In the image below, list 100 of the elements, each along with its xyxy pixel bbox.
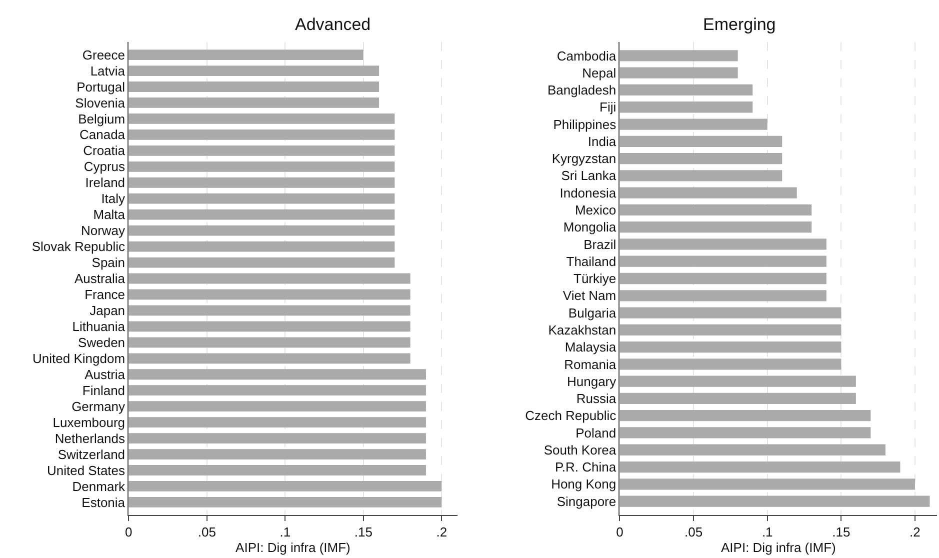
bar (128, 82, 380, 92)
bar (128, 497, 442, 508)
y-tick-label: Bulgaria (568, 305, 617, 320)
bar (620, 307, 842, 318)
bar (620, 290, 826, 302)
bar (620, 341, 842, 353)
y-tick-label: Croatia (83, 143, 126, 158)
bar (128, 114, 395, 124)
y-tick-label: Portugal (76, 79, 126, 94)
bar (128, 177, 395, 188)
chart-title: Advanced (295, 15, 371, 34)
bar (620, 84, 753, 96)
bar (620, 427, 871, 438)
bar (620, 478, 915, 490)
bar (128, 209, 395, 220)
bar (128, 273, 410, 284)
bar (620, 222, 812, 233)
x-tick-label: 0 (616, 524, 624, 540)
y-tick-label: Lithuania (72, 318, 126, 334)
y-tick-label: France (84, 287, 126, 302)
bar (128, 257, 395, 268)
y-tick-label: Singapore (556, 494, 616, 509)
y-tick-label: Latvia (90, 63, 126, 78)
y-tick-label: Czech Republic (525, 408, 617, 424)
y-tick-label: India (588, 134, 617, 149)
x-tick-label: 0 (125, 524, 132, 540)
bar (620, 461, 900, 473)
bar (128, 449, 426, 460)
y-tick-label: Mongolia (563, 220, 617, 235)
x-tick-label: .1 (762, 524, 773, 540)
y-tick-label: Cambodia (556, 48, 617, 64)
y-tick-label: Russia (576, 391, 617, 406)
y-tick-label: Finland (82, 382, 126, 398)
y-tick-label: Luxembourg (52, 414, 126, 430)
bar (620, 152, 782, 164)
y-tick-label: Sweden (78, 334, 126, 350)
bar (128, 66, 380, 76)
bar (620, 170, 782, 182)
bar (128, 433, 426, 444)
bar (620, 50, 738, 62)
x-tick-label: .05 (684, 524, 703, 540)
bar (128, 401, 426, 412)
y-tick-label: Hong Kong (551, 476, 616, 492)
bar (128, 241, 395, 252)
bar (128, 225, 395, 236)
bar (620, 118, 768, 130)
bar (620, 102, 753, 113)
y-tick-label: Mexico (574, 202, 616, 218)
bar (128, 161, 395, 172)
bar (620, 272, 826, 284)
bar (128, 417, 426, 428)
bar (128, 289, 410, 300)
y-tick-label: Switzerland (58, 446, 126, 462)
y-tick-label: Bangladesh (547, 82, 616, 98)
x-axis-title: AIPI: Dig infra (IMF) (721, 540, 836, 556)
bar (620, 67, 738, 78)
bar (620, 444, 886, 456)
bar (620, 410, 871, 422)
bar (620, 392, 856, 404)
y-tick-label: Indonesia (560, 185, 617, 200)
bar (128, 145, 395, 156)
bar (620, 358, 842, 370)
y-tick-label: Australia (74, 271, 126, 286)
y-tick-label: Thailand (566, 254, 616, 269)
y-tick-label: Malta (93, 207, 126, 222)
bar (128, 353, 410, 364)
x-tick-label: .05 (198, 524, 216, 540)
y-tick-label: Norway (80, 223, 126, 238)
bar (128, 50, 364, 60)
y-tick-label: Estonia (82, 494, 126, 510)
y-tick-label: United Kingdom (32, 350, 126, 366)
y-tick-label: Kyrgyzstan (552, 151, 616, 166)
x-tick-label: .2 (436, 524, 448, 540)
bar (128, 337, 410, 348)
y-tick-label: Spain (92, 255, 126, 270)
y-tick-label: Austria (84, 366, 126, 382)
x-tick-label: .1 (280, 524, 291, 540)
chart-title: Emerging (703, 15, 776, 34)
bar (128, 321, 410, 332)
y-tick-label: Denmark (72, 478, 126, 494)
bar (128, 385, 426, 396)
bar (128, 98, 380, 108)
y-tick-label: Hungary (567, 374, 617, 389)
bar (620, 187, 797, 198)
y-tick-label: Sri Lanka (561, 168, 617, 184)
bar (620, 496, 930, 507)
y-tick-label: Viet Nam (562, 288, 616, 304)
bar (128, 305, 410, 316)
y-tick-label: Ireland (85, 175, 126, 190)
x-axis-title: AIPI: Dig infra (IMF) (236, 540, 350, 556)
y-tick-label: Canada (79, 127, 126, 142)
bar (128, 129, 395, 140)
y-tick-label: Greece (82, 47, 126, 62)
y-tick-label: Brazil (584, 236, 616, 252)
y-tick-label: Nepal (582, 65, 616, 80)
y-tick-label: Slovak Republic (32, 239, 126, 254)
y-tick-label: Poland (576, 425, 616, 440)
y-tick-label: Belgium (78, 111, 126, 126)
y-tick-label: Cyprus (84, 159, 126, 174)
y-tick-label: Germany (72, 398, 126, 414)
